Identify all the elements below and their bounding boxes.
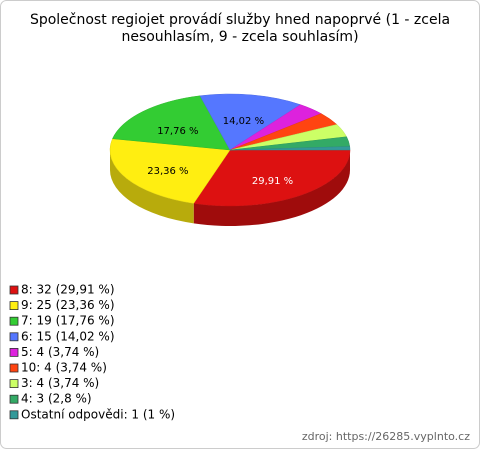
legend-swatch — [9, 363, 19, 373]
slice — [193, 149, 351, 207]
data-label: 17,76 % — [157, 126, 198, 137]
legend-swatch — [9, 285, 19, 295]
legend-swatch — [9, 347, 19, 357]
legend-label: 9: 25 (23,36 %) — [21, 298, 115, 312]
slice — [112, 95, 231, 151]
slice — [109, 138, 231, 204]
legend-label: 4: 3 (2,8 %) — [21, 392, 92, 406]
legend-swatch — [9, 301, 19, 311]
slice-side — [193, 150, 350, 227]
slice — [199, 93, 302, 151]
chart-title: nesouhlasím, 9 - zcela souhlasím) — [121, 29, 358, 45]
legend-label: Ostatní odpovědi: 1 (1 %) — [21, 407, 175, 421]
legend-label: 3: 4 (3,74 %) — [21, 376, 99, 390]
legend-label: 8: 32 (29,91 %) — [21, 283, 115, 297]
legend-label: 10: 4 (3,74 %) — [21, 361, 107, 375]
legend-swatch — [9, 410, 19, 420]
legend-swatch — [9, 379, 19, 389]
legend-label: 7: 19 (17,76 %) — [21, 314, 115, 328]
legend-swatch — [9, 316, 19, 326]
slice — [229, 146, 351, 151]
legend-label: 6: 15 (14,02 %) — [21, 329, 115, 343]
source: zdroj: https://26285.vyplnto.cz — [302, 430, 470, 443]
legend-swatch — [9, 394, 19, 404]
chart-title: Společnost regiojet provádí služby hned … — [30, 12, 450, 28]
legend-swatch — [9, 332, 19, 342]
slice-side — [110, 150, 194, 224]
data-label: 29,91 % — [252, 176, 293, 187]
data-label: 14,02 % — [223, 116, 264, 127]
legend-label: 5: 4 (3,74 %) — [21, 345, 99, 359]
data-label: 23,36 % — [147, 166, 188, 177]
